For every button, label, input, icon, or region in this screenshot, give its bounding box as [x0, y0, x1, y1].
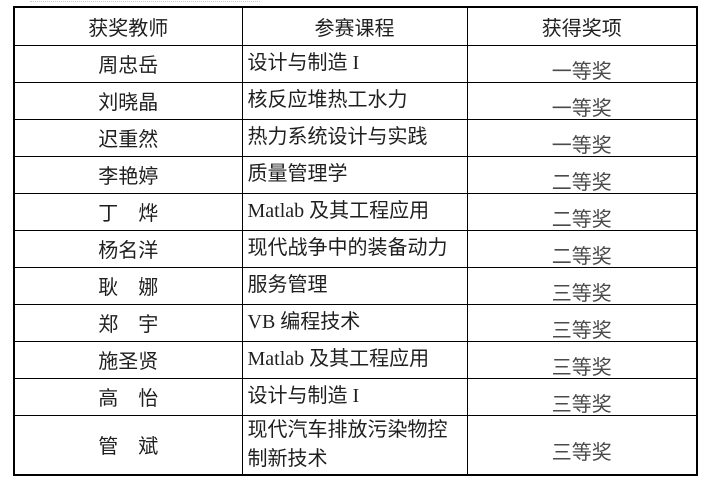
cell-award-text: 三等奖 [551, 283, 612, 304]
cell-teacher: 迟重然 [13, 118, 243, 157]
cell-teacher: 高 怡 [13, 377, 243, 416]
cell-course-text: 热力系统设计与实践 [247, 126, 428, 148]
table-body: 周忠岳 设计与制造 I 一等奖 刘晓晶 核反应堆热工水力 一等奖 迟重然 热力系统设计与实践一… [13, 44, 698, 476]
scan-artifact-dots [30, 1, 260, 2]
cell-teacher-text: 杨名洋 [98, 240, 159, 262]
cell-course-text: 设计与制造 I [247, 385, 360, 407]
cell-award: 三等奖 [466, 377, 698, 416]
header-teacher: 获奖教师 [13, 6, 243, 46]
cell-course-text: 设计与制造 I [247, 52, 360, 74]
cell-award: 二等奖 [466, 229, 698, 268]
cell-course: 服务管理 [241, 266, 468, 305]
cell-award: 三等奖 [466, 303, 698, 342]
table-row: 丁 烨 Matlab 及其工程应用 二等奖 [13, 192, 698, 231]
table-row: 施圣贤 Matlab 及其工程应用 三等奖 [13, 340, 698, 379]
cell-course-text: VB 编程技术 [247, 311, 361, 333]
cell-award: 三等奖 [466, 340, 698, 379]
cell-teacher: 丁 烨 [13, 192, 243, 231]
cell-course-text: 现代汽车排放污染物控制新技术 [247, 418, 448, 470]
cell-course-text: 现代战争中的装备动力 [247, 237, 448, 259]
cell-course: 设计与制造 I [241, 44, 468, 83]
cell-course-text: 核反应堆热工水力 [247, 89, 408, 111]
cell-teacher: 杨名洋 [13, 229, 243, 268]
cell-teacher-text: 耿 娜 [98, 277, 159, 299]
table-row: 高 怡 设计与制造 I 三等奖 [13, 377, 698, 416]
cell-course: 核反应堆热工水力 [241, 81, 468, 120]
cell-award: 三等奖 [466, 266, 698, 305]
cell-award: 三等奖 [466, 414, 698, 476]
cell-teacher: 施圣贤 [13, 340, 243, 379]
cell-award: 二等奖 [466, 155, 698, 194]
table-row: 杨名洋 现代战争中的装备动力 二等奖 [13, 229, 698, 268]
table-row: 耿 娜 服务管理 三等奖 [13, 266, 698, 305]
cell-teacher: 管 斌 [13, 414, 243, 476]
cell-course-text: 质量管理学 [247, 163, 348, 185]
cell-teacher-text: 刘晓晶 [98, 92, 159, 114]
table-row: 郑 宇 VB 编程技术 三等奖 [13, 303, 698, 342]
cell-award-text: 三等奖 [551, 394, 612, 415]
cell-course: Matlab 及其工程应用 [241, 340, 468, 379]
cell-teacher-text: 李艳婷 [98, 166, 159, 188]
cell-course-text: Matlab 及其工程应用 [247, 200, 430, 222]
cell-teacher-text: 管 斌 [98, 436, 159, 459]
cell-teacher-text: 迟重然 [98, 129, 159, 151]
header-course: 参赛课程 [241, 6, 468, 46]
cell-teacher: 郑 宇 [13, 303, 243, 342]
cell-award-text: 一等奖 [551, 135, 612, 156]
table-row: 刘晓晶 核反应堆热工水力 一等奖 [13, 81, 698, 120]
cell-award: 一等奖 [466, 81, 698, 120]
cell-award-text: 三等奖 [551, 357, 612, 378]
cell-award: 一等奖 [466, 44, 698, 83]
table-row: 周忠岳 设计与制造 I 一等奖 [13, 44, 698, 83]
cell-course: 设计与制造 I [241, 377, 468, 416]
cell-course: 现代战争中的装备动力 [241, 229, 468, 268]
cell-course: Matlab 及其工程应用 [241, 192, 468, 231]
cell-teacher-text: 施圣贤 [98, 351, 159, 373]
cell-course: 现代汽车排放污染物控制新技术 [241, 414, 468, 476]
header-award: 获得奖项 [466, 6, 698, 46]
cell-award-text: 二等奖 [551, 209, 612, 230]
cell-course-text: Matlab 及其工程应用 [247, 348, 430, 370]
cell-award-text: 二等奖 [551, 246, 612, 267]
table-row: 李艳婷 质量管理学 二等奖 [13, 155, 698, 194]
cell-course: 热力系统设计与实践 [241, 118, 468, 157]
cell-teacher-text: 高 怡 [98, 388, 159, 410]
awards-table: 获奖教师 参赛课程 获得奖项 周忠岳 设计与制造 I 一等奖 刘晓晶 核反应堆热工水力一… [13, 6, 698, 476]
cell-award-text: 一等奖 [551, 98, 612, 119]
cell-course: 质量管理学 [241, 155, 468, 194]
cell-award-text: 三等奖 [551, 442, 612, 465]
cell-award-text: 三等奖 [551, 320, 612, 341]
cell-course-text: 服务管理 [247, 274, 328, 296]
cell-teacher: 刘晓晶 [13, 81, 243, 120]
cell-course: VB 编程技术 [241, 303, 468, 342]
header-row: 获奖教师 参赛课程 获得奖项 [13, 6, 698, 46]
cell-teacher-text: 周忠岳 [98, 55, 159, 77]
cell-teacher-text: 丁 烨 [98, 203, 159, 225]
cell-teacher: 李艳婷 [13, 155, 243, 194]
cell-award: 一等奖 [466, 118, 698, 157]
table-row: 迟重然 热力系统设计与实践 一等奖 [13, 118, 698, 157]
cell-teacher: 周忠岳 [13, 44, 243, 83]
cell-award: 二等奖 [466, 192, 698, 231]
cell-award-text: 一等奖 [551, 61, 612, 82]
table-row: 管 斌 现代汽车排放污染物控制新技术 三等奖 [13, 414, 698, 476]
cell-teacher: 耿 娜 [13, 266, 243, 305]
cell-teacher-text: 郑 宇 [98, 314, 159, 336]
cell-award-text: 二等奖 [551, 172, 612, 193]
